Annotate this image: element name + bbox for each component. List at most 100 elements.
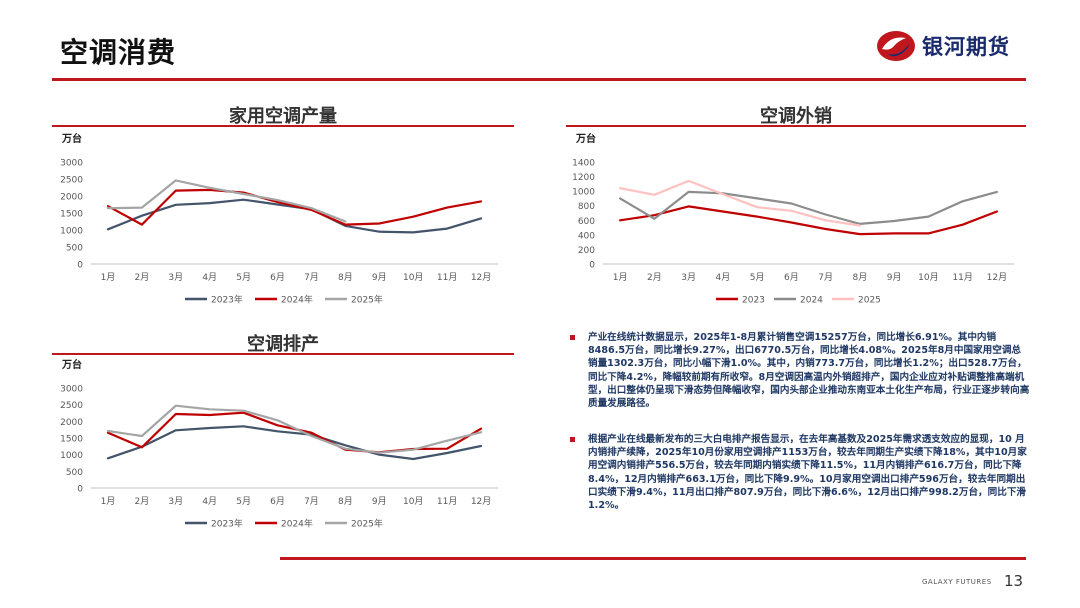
x-tick-label: 2月 xyxy=(135,272,150,283)
header-rule xyxy=(52,78,1026,81)
x-tick-label: 3月 xyxy=(168,496,183,507)
x-tick-label: 11月 xyxy=(952,272,972,283)
series-line-2023年 xyxy=(106,425,483,461)
x-tick-label: 4月 xyxy=(202,272,217,283)
y-tick-label: 1500 xyxy=(60,435,83,445)
schedule-chart: 万台 0 500 1000 1500 2000 2500 3000 1月 2月 3月 4月 5月 6月 7月… xyxy=(60,358,498,530)
x-tick-label: 9月 xyxy=(372,272,387,283)
bullet-marker xyxy=(570,437,575,442)
x-tick-label: 6月 xyxy=(270,272,285,283)
y-tick-label: 1500 xyxy=(60,210,83,220)
x-tick-label: 9月 xyxy=(372,496,387,507)
paragraph-sales: 产业在线统计数据显示，2025年1-8月累计销售空调15257万台，同比增长6.… xyxy=(588,332,1030,410)
y-tick-label: 2500 xyxy=(60,176,83,186)
x-tick-label: 2月 xyxy=(647,272,662,283)
y-tick-label: 2000 xyxy=(60,418,83,428)
x-tick-label: 12月 xyxy=(987,272,1007,283)
x-tick-label: 5月 xyxy=(236,496,251,507)
brand-name: 银河期货 xyxy=(922,35,1010,59)
x-tick-label: 10月 xyxy=(403,496,423,507)
legend-label: 2023年 xyxy=(211,294,243,306)
series-line-2025年 xyxy=(106,179,347,223)
x-tick-label: 6月 xyxy=(784,272,799,283)
chart-rule-schedule xyxy=(52,353,514,355)
paragraph-schedule: 根据产业在线最新发布的三大白电排产报告显示，在去年高基数及2025年需求透支效应… xyxy=(588,434,1027,512)
chart-rule-export xyxy=(566,125,1026,127)
x-tick-label: 7月 xyxy=(818,272,833,283)
y-tick-label: 1000 xyxy=(572,188,595,198)
y-unit-label: 万台 xyxy=(61,132,82,145)
series-line-2025年 xyxy=(106,404,483,454)
y-tick-label: 3000 xyxy=(60,385,83,395)
brand: 银河期货 xyxy=(876,26,1010,66)
x-tick-label: 4月 xyxy=(202,496,217,507)
chart-title-export: 空调外销 xyxy=(760,106,832,127)
galaxy-logo-icon xyxy=(877,31,915,61)
x-tick-label: 11月 xyxy=(437,496,457,507)
chart-rule-production xyxy=(52,125,514,127)
text-block-schedule: 根据产业在线最新发布的三大白电排产报告显示，在去年高基数及2025年需求透支效应… xyxy=(570,433,1030,512)
x-tick-label: 1月 xyxy=(613,272,628,283)
x-tick-label: 5月 xyxy=(236,272,251,283)
y-tick-label: 800 xyxy=(578,202,595,212)
legend-label: 2025 xyxy=(858,296,881,306)
y-tick-label: 0 xyxy=(77,485,83,495)
x-tick-label: 6月 xyxy=(270,496,285,507)
y-tick-label: 1200 xyxy=(572,173,595,183)
y-tick-label: 3000 xyxy=(60,159,83,169)
legend-label: 2023 xyxy=(742,296,765,306)
x-tick-label: 1月 xyxy=(101,496,116,507)
y-tick-label: 1000 xyxy=(60,451,83,461)
series-line-2025 xyxy=(618,179,861,227)
x-tick-label: 7月 xyxy=(304,272,319,283)
x-tick-label: 8月 xyxy=(338,496,353,507)
bullet-marker xyxy=(570,335,575,340)
x-tick-label: 11月 xyxy=(437,272,457,283)
y-unit-label: 万台 xyxy=(575,132,596,145)
x-tick-label: 1月 xyxy=(101,272,116,283)
legend-label: 2025年 xyxy=(351,294,383,306)
y-tick-label: 0 xyxy=(589,261,595,271)
y-unit-label: 万台 xyxy=(61,358,82,371)
x-tick-label: 8月 xyxy=(338,272,353,283)
chart-title-production: 家用空调产量 xyxy=(229,106,337,127)
x-tick-label: 9月 xyxy=(887,272,902,283)
footer-brand: GALAXY FUTURES xyxy=(922,578,992,586)
x-tick-label: 4月 xyxy=(716,272,731,283)
text-block-sales: 产业在线统计数据显示，2025年1-8月累计销售空调15257万台，同比增长6.… xyxy=(570,331,1030,410)
x-tick-label: 10月 xyxy=(403,272,423,283)
y-tick-label: 600 xyxy=(578,217,595,227)
legend-label: 2025年 xyxy=(351,518,383,530)
series-line-2023 xyxy=(618,205,998,236)
footer-rule xyxy=(280,557,1026,560)
y-tick-label: 2500 xyxy=(60,401,83,411)
series-line-2024年 xyxy=(106,188,483,226)
y-tick-label: 400 xyxy=(578,231,595,241)
x-tick-label: 10月 xyxy=(918,272,938,283)
y-tick-label: 1000 xyxy=(60,227,83,237)
y-tick-label: 500 xyxy=(66,244,83,254)
x-tick-label: 12月 xyxy=(471,272,491,283)
page-title: 空调消费 xyxy=(60,36,177,69)
y-tick-label: 0 xyxy=(77,261,83,271)
y-tick-label: 500 xyxy=(66,468,83,478)
chart-title-schedule: 空调排产 xyxy=(247,334,319,355)
y-tick-label: 2000 xyxy=(60,193,83,203)
legend-label: 2024年 xyxy=(281,518,313,530)
x-tick-label: 12月 xyxy=(471,496,491,507)
legend-label: 2024年 xyxy=(281,294,313,306)
x-tick-label: 3月 xyxy=(681,272,696,283)
y-tick-label: 200 xyxy=(578,246,595,256)
y-tick-label: 1400 xyxy=(572,159,595,169)
series-line-2024 xyxy=(618,190,998,226)
x-tick-label: 8月 xyxy=(853,272,868,283)
x-tick-label: 3月 xyxy=(168,272,183,283)
export-chart: 万台 0 200 400 600 800 1000 1200 1400 1月 2月 3月 4月 5月 6月 7… xyxy=(572,132,1014,306)
legend-label: 2023年 xyxy=(211,518,243,530)
x-tick-label: 7月 xyxy=(304,496,319,507)
production-chart: 万台 0 500 1000 1500 2000 2500 3000 1月 2月 3月 4月 5月 6月 7月… xyxy=(60,132,498,306)
legend-label: 2024 xyxy=(800,296,823,306)
x-tick-label: 5月 xyxy=(750,272,765,283)
page-number: 13 xyxy=(1004,572,1024,590)
x-tick-label: 2月 xyxy=(135,496,150,507)
